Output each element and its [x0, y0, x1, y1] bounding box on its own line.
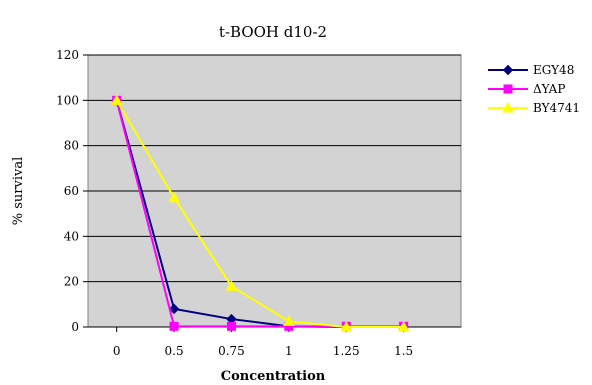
data-point-2-4 [340, 320, 353, 332]
y-axis-ticks: 0 20 40 60 80 100 120 [56, 48, 88, 334]
y-tick-label-1: 20 [64, 275, 79, 289]
legend: EGY48 ΔYAP BY4741 [488, 63, 580, 115]
legend-label-2: BY4741 [533, 101, 580, 115]
series-line-2 [115, 99, 404, 328]
legend-entry-0: EGY48 [488, 63, 574, 77]
x-tick-label-3: 1 [285, 344, 293, 358]
x-tick-label-1: 0.5 [165, 344, 184, 358]
legend-marker-1 [503, 84, 513, 94]
x-tick-label-0: 0 [113, 344, 121, 358]
series-group [110, 94, 410, 333]
x-axis-label: Concentration [221, 369, 326, 384]
x-tick-label-4: 1.25 [333, 344, 360, 358]
legend-marker-2 [502, 101, 514, 113]
legend-entry-1: ΔYAP [488, 82, 565, 96]
y-tick-label-6: 120 [56, 48, 79, 62]
data-point-0-1 [168, 303, 180, 315]
data-point-2-3 [282, 315, 295, 326]
legend-label-1: ΔYAP [533, 82, 565, 96]
y-tick-label-0: 0 [71, 320, 79, 334]
x-tick-label-5: 1.5 [394, 344, 413, 358]
y-tick-label-2: 40 [64, 229, 79, 243]
y-tick-label-3: 60 [64, 184, 79, 198]
data-point-2-2 [225, 280, 238, 291]
x-axis-ticks: 0 0.5 0.75 1 1.25 1.5 [113, 327, 413, 358]
y-tick-label-4: 80 [64, 139, 79, 153]
data-point-2-0 [110, 94, 123, 105]
series-2 [110, 94, 410, 332]
legend-label-0: EGY48 [533, 63, 574, 77]
y-axis-label: % survival [11, 157, 26, 226]
data-point-2-1 [168, 191, 180, 203]
legend-entry-2: BY4741 [488, 101, 580, 115]
data-point-1-1 [169, 321, 179, 331]
y-tick-label-5: 100 [56, 93, 79, 107]
x-tick-label-2: 0.75 [218, 344, 245, 358]
legend-marker-0 [502, 64, 514, 76]
data-point-1-2 [226, 321, 236, 331]
chart-title: t-BOOH d10-2 [219, 23, 327, 41]
data-point-2-5 [397, 320, 410, 332]
